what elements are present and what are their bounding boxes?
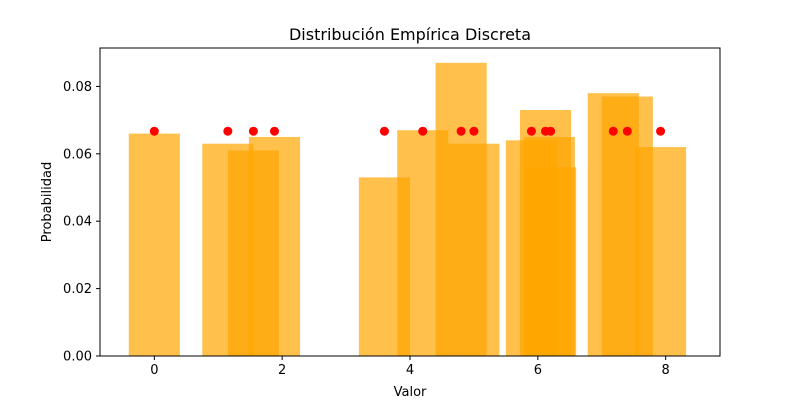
data-point-13 — [656, 126, 666, 136]
x-tick-label-0: 0 — [150, 363, 158, 378]
points-layer — [149, 126, 666, 136]
data-point-8 — [526, 126, 536, 136]
data-point-12 — [622, 126, 632, 136]
x-tick-label-4: 8 — [662, 363, 670, 378]
data-point-5 — [418, 126, 428, 136]
x-tick-label-1: 2 — [278, 363, 286, 378]
y-axis-label: Probabilidad — [40, 162, 55, 242]
bar-3 — [248, 136, 301, 356]
bar-0 — [128, 133, 180, 356]
y-tick-label-0: 0.00 — [63, 350, 92, 365]
chart-title: Distribución Empírica Discreta — [289, 25, 531, 44]
data-point-6 — [456, 126, 466, 136]
data-point-11 — [608, 126, 618, 136]
bar-7 — [448, 143, 500, 356]
data-point-3 — [269, 126, 279, 136]
data-point-7 — [469, 126, 479, 136]
x-axis: 0 2 4 6 8 — [150, 356, 670, 378]
y-tick-label-3: 0.06 — [63, 147, 92, 162]
bars-layer — [128, 62, 687, 356]
y-tick-label-1: 0.02 — [63, 282, 92, 297]
x-tick-label-2: 4 — [406, 363, 414, 378]
data-point-10 — [546, 126, 556, 136]
data-point-0 — [149, 126, 159, 136]
data-point-2 — [248, 126, 258, 136]
data-point-1 — [223, 126, 233, 136]
y-tick-label-4: 0.08 — [63, 80, 92, 95]
x-tick-label-3: 6 — [534, 363, 542, 378]
bar-14 — [634, 147, 687, 356]
data-point-4 — [379, 126, 389, 136]
y-tick-label-2: 0.04 — [63, 215, 92, 230]
bar-11 — [525, 167, 577, 356]
x-axis-label: Valor — [394, 385, 427, 400]
y-axis: 0.00 0.02 0.04 0.06 0.08 — [63, 80, 100, 365]
